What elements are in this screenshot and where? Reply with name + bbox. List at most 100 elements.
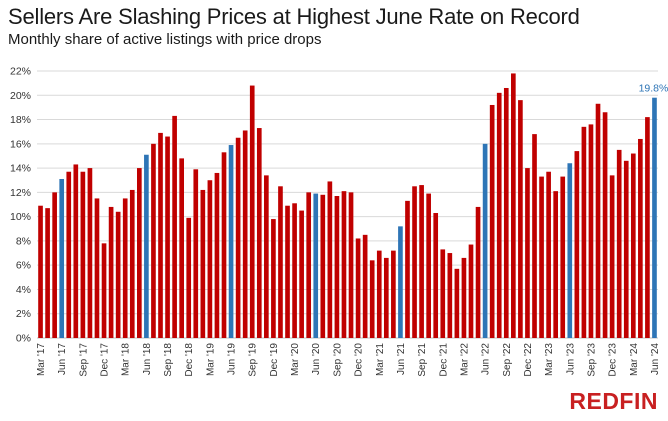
x-tick-label: Jun '23 [565, 343, 576, 375]
y-tick-label: 8% [16, 235, 31, 247]
bar-jan-21 [362, 234, 368, 338]
y-tick-label: 18% [10, 114, 31, 126]
bar-may-21 [391, 250, 396, 338]
bar-apr-22 [468, 244, 474, 338]
bar-apr-21 [383, 257, 389, 338]
bar-sep-18 [165, 136, 170, 338]
bar-jul-19 [235, 137, 241, 338]
x-tick-label: Sep '20 [332, 343, 343, 377]
bar-mar-20 [292, 203, 297, 338]
bar-jun-18 [144, 154, 149, 338]
data-label-jun-24: 19.8% [639, 83, 668, 95]
y-tick-label: 12% [10, 187, 31, 199]
x-tick-label: Sep '23 [586, 343, 597, 377]
bar-jul-21 [405, 200, 410, 338]
bar-mar-24 [630, 153, 636, 338]
bar-aug-23 [581, 126, 587, 338]
bar-nov-18 [179, 158, 184, 338]
bar-feb-23 [539, 176, 544, 338]
annotations: 19.8% [639, 83, 668, 95]
x-tick-label: Mar '19 [205, 343, 216, 376]
x-tick-label: Jun '20 [311, 343, 322, 375]
bar-jun-21 [398, 226, 403, 338]
y-axis-ticks: 0% 2% 4% 6% 8% 10% 12% 14% 16% 18% 20% 22% [10, 66, 31, 345]
x-tick-label: Dec '19 [269, 343, 280, 377]
bar-apr-17 [45, 208, 50, 338]
bar-jun-17 [59, 179, 65, 338]
x-tick-label: Sep '19 [248, 343, 259, 377]
bar-dec-23 [609, 175, 615, 338]
bar-nov-20 [348, 192, 354, 338]
bar-jan-20 [278, 186, 283, 338]
bar-may-19 [221, 152, 227, 338]
bar-mar-23 [546, 171, 551, 338]
bar-dec-17 [101, 243, 107, 338]
bar-nov-22 [518, 100, 523, 338]
x-tick-label: Sep '21 [417, 343, 428, 377]
x-tick-label: Sep '22 [502, 343, 513, 377]
bar-oct-22 [511, 73, 516, 339]
x-tick-label: Mar '24 [629, 343, 640, 376]
bar-sep-22 [503, 87, 509, 339]
bar-dec-20 [355, 238, 361, 338]
x-tick-label: Mar '18 [121, 343, 132, 376]
x-tick-label: Jun '22 [481, 343, 492, 375]
bar-oct-20 [341, 191, 347, 338]
bar-oct-19 [256, 128, 262, 338]
bar-aug-20 [327, 181, 333, 338]
x-tick-label: Dec '18 [184, 343, 195, 377]
bar-dec-19 [271, 219, 276, 338]
bar-nov-17 [94, 198, 100, 338]
bar-apr-20 [299, 210, 304, 338]
bar-aug-21 [412, 186, 417, 338]
bar-feb-21 [369, 260, 375, 338]
bar-nov-23 [602, 112, 608, 338]
x-tick-label: Jun '19 [227, 343, 238, 375]
bar-feb-18 [115, 211, 121, 338]
bar-mar-21 [376, 250, 382, 338]
bar-apr-24 [638, 138, 643, 338]
x-tick-label: Jun '18 [142, 343, 153, 375]
y-tick-label: 0% [16, 333, 31, 345]
bars [38, 73, 657, 339]
x-axis-ticks: Mar '17 Jun '17 Sep '17 Dec '17 Mar '18 Jun '… [36, 343, 661, 377]
bar-aug-22 [496, 92, 502, 338]
bar-may-18 [137, 168, 142, 338]
x-tick-label: Mar '20 [290, 343, 301, 376]
chart-title: Sellers Are Slashing Prices at Highest J… [8, 4, 580, 29]
bar-jul-20 [320, 194, 326, 338]
bar-feb-19 [200, 189, 206, 338]
bar-dec-21 [440, 249, 446, 338]
bar-aug-19 [242, 130, 248, 338]
bar-aug-18 [158, 132, 163, 338]
x-tick-label: Mar '17 [36, 343, 47, 376]
bar-apr-19 [214, 172, 220, 338]
bar-jun-23 [567, 163, 573, 338]
bar-oct-21 [426, 193, 431, 338]
x-tick-label: Dec '17 [100, 343, 111, 377]
x-tick-label: Jun '17 [57, 343, 68, 375]
bar-sep-21 [419, 185, 424, 338]
bar-may-20 [306, 192, 312, 338]
bar-feb-20 [285, 205, 290, 338]
bar-sep-17 [80, 171, 86, 338]
chart-subtitle: Monthly share of active listings with pr… [8, 31, 322, 48]
bar-jul-18 [151, 143, 156, 338]
bar-may-22 [475, 206, 481, 338]
x-tick-label: Mar '22 [459, 343, 470, 376]
y-tick-label: 10% [10, 211, 31, 223]
bar-oct-23 [595, 103, 601, 339]
bar-jun-19 [228, 145, 234, 338]
y-tick-label: 14% [10, 163, 31, 175]
bar-apr-23 [553, 191, 559, 338]
bar-sep-20 [334, 196, 340, 338]
bar-jan-18 [108, 206, 114, 338]
bar-jul-22 [489, 104, 495, 338]
bar-feb-22 [454, 268, 460, 338]
bar-nov-21 [433, 213, 439, 338]
x-tick-label: Sep '18 [163, 343, 174, 377]
bar-jan-23 [532, 134, 537, 338]
bar-aug-17 [73, 164, 79, 338]
redfin-logo: REDFIN [569, 388, 658, 414]
x-tick-label: Mar '23 [544, 343, 555, 376]
